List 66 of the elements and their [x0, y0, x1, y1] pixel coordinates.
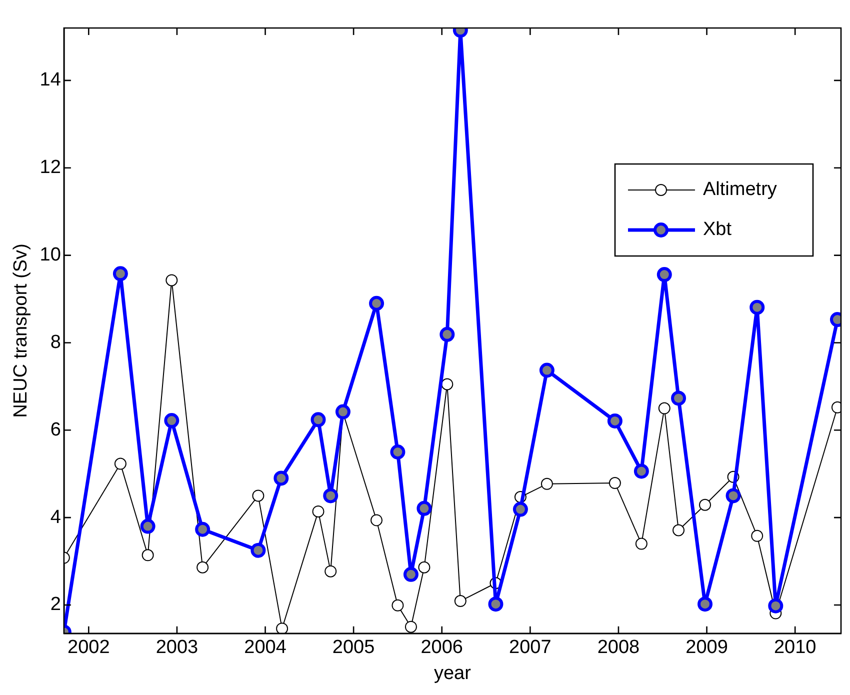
- point: [539, 362, 554, 378]
- y-tick-label: 10: [40, 244, 61, 266]
- point: [671, 390, 686, 406]
- point: [454, 595, 466, 608]
- point: [140, 518, 156, 534]
- point: [166, 274, 178, 286]
- y-tick-label: 2: [50, 594, 61, 616]
- y-axis-title: NEUC transport (Sv): [10, 244, 32, 418]
- point: [276, 622, 288, 634]
- x-tick-label: 2008: [597, 637, 640, 658]
- point: [369, 296, 384, 311]
- point: [370, 514, 383, 526]
- point: [768, 598, 784, 614]
- point: [404, 620, 417, 633]
- point: [164, 413, 180, 428]
- point: [324, 565, 337, 578]
- x-tick-label: 2009: [686, 637, 728, 658]
- point: [658, 402, 670, 414]
- x-tick-label: 2007: [509, 637, 552, 658]
- point: [698, 596, 713, 612]
- point: [274, 470, 289, 486]
- x-tick-label: 2002: [68, 637, 110, 658]
- y-tick-label: 12: [40, 157, 61, 178]
- point: [656, 267, 672, 282]
- point: [323, 488, 338, 504]
- point: [252, 490, 264, 502]
- x-tick-label: 2006: [420, 637, 464, 658]
- point: [114, 458, 126, 470]
- point: [634, 464, 649, 479]
- point: [142, 549, 154, 562]
- y-tick-label: 14: [40, 70, 62, 91]
- point: [488, 596, 504, 612]
- y-tick-label: 4: [50, 506, 62, 528]
- y-tick-label: 8: [50, 332, 61, 353]
- x-tick-label: 2010: [774, 637, 816, 658]
- point: [699, 498, 712, 511]
- point: [440, 326, 455, 342]
- point: [441, 378, 454, 390]
- point: [607, 413, 622, 428]
- point: [540, 478, 553, 490]
- legend-label: Xbt: [703, 219, 732, 240]
- point: [418, 561, 430, 574]
- point: [403, 566, 418, 582]
- point: [726, 488, 741, 504]
- point: [635, 538, 648, 550]
- point: [392, 599, 404, 612]
- point: [750, 300, 765, 315]
- legend-label: Altimetry: [703, 179, 778, 200]
- point: [112, 266, 128, 282]
- point: [195, 522, 210, 537]
- point: [250, 542, 266, 558]
- x-axis-title: year: [434, 662, 472, 684]
- point: [390, 444, 406, 460]
- point: [310, 412, 326, 428]
- x-tick-label: 2004: [244, 637, 287, 658]
- point: [312, 505, 324, 518]
- point: [608, 477, 621, 490]
- point: [751, 530, 764, 542]
- y-tick-label: 6: [50, 419, 61, 440]
- point: [416, 500, 432, 516]
- x-tick-label: 2003: [156, 637, 198, 658]
- point: [335, 404, 350, 420]
- point: [196, 561, 209, 574]
- point: [672, 524, 685, 536]
- x-tick-label: 2005: [332, 637, 375, 658]
- point: [512, 502, 528, 517]
